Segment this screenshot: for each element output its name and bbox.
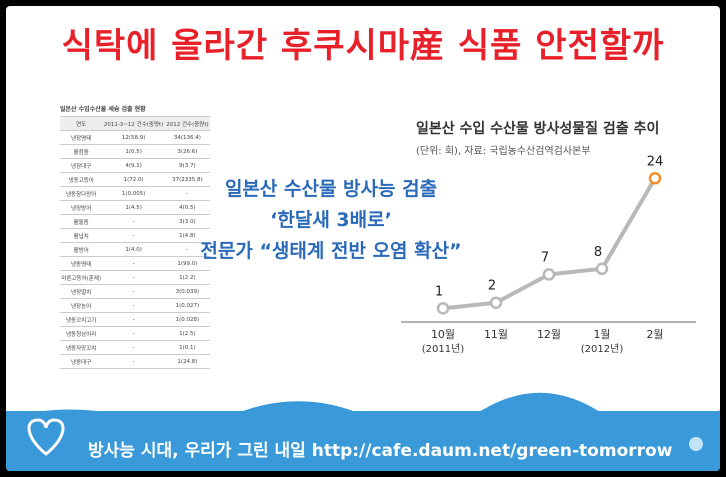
x-tick-label: 12월 xyxy=(537,328,561,341)
card: 식탁에 올라간 후쿠시마産 식품 안전할까 일본산 수입수산물 세슘 검출 현황… xyxy=(6,6,720,471)
table-row: 냉동대구 -1(24.8) xyxy=(60,354,210,369)
table-row: 냉장멸치 -3(0.039) xyxy=(60,284,210,299)
table-row: 마른고등어(훈제) -1(2.2) xyxy=(60,270,210,285)
table-row: 냉동참다랑어 1(0.005) - xyxy=(60,186,210,201)
table-row: 활넙치 -1(4.8) xyxy=(60,228,210,243)
point xyxy=(542,268,556,281)
headline: 일본산 수산물 방사능 검출 ‘한달새 3배로’ 전문가 “생태계 전반 오염 … xyxy=(186,174,476,267)
table: 연도 2011-3~12 건수(중량t) 2012 건수(중량t) 냉장명태 12(58… xyxy=(60,116,210,369)
x-tick-label: 1월 xyxy=(593,328,610,341)
point xyxy=(436,302,450,315)
splash xyxy=(6,392,720,436)
table-row: 냉장대구 4(9.1) 9(3.7) xyxy=(60,158,210,173)
table-row: 냉장명태 12(58.9) 34(136.4) xyxy=(60,130,210,145)
chart-subtitle: (단위: 회), 자료: 국립농수산검역검사본부 xyxy=(416,144,590,157)
headline-line: 일본산 수산물 방사능 검출 xyxy=(224,178,438,200)
x-tick-sublabel: (2012년) xyxy=(581,343,624,355)
table-block: 일본산 수입수산물 세슘 검출 현황 연도 2011-3~12 건수(중량t) 20… xyxy=(60,104,210,369)
table-title: 일본산 수입수산물 세슘 검출 현황 xyxy=(60,106,146,113)
data-label: 8 xyxy=(594,245,602,260)
x-tick-sublabel: (2011년) xyxy=(422,343,465,355)
title: 식탁에 올라간 후쿠시마産 식품 안전할까 xyxy=(61,26,665,66)
data-label: 2 xyxy=(488,279,496,294)
chart: 일본산 수입 수산물 방사성물질 검출 추이 (단위: 회), 자료: 국립농수… xyxy=(6,120,720,456)
point xyxy=(489,296,503,309)
table-row: 냉동명태 -1(99.0) xyxy=(60,256,210,271)
table-row: 냉장방어 1(4.5) 4(0.5) xyxy=(60,200,210,215)
table-header-cell: 2012 건수(중량t) xyxy=(164,116,210,131)
table-cell: 1(24.8) xyxy=(164,354,210,369)
data-label: 1 xyxy=(435,284,443,299)
x-tick-label: 2월 xyxy=(646,328,663,341)
point xyxy=(648,172,662,185)
data-label: 7 xyxy=(541,250,549,265)
footer-text: 방사능 시대, 우리가 그린 내일 http://cafe.daum.net/g… xyxy=(88,441,673,461)
x-tick-label: 10월 xyxy=(431,328,455,341)
data-label: 24 xyxy=(647,154,664,169)
heart-icon xyxy=(27,418,65,456)
table-cell: - xyxy=(102,354,165,369)
chart-title: 일본산 수입 수산물 방사성물질 검출 추이 xyxy=(416,120,659,137)
globe-icon xyxy=(689,437,703,451)
table-header-row: 연도 2011-3~12 건수(중량t) 2012 건수(중량t) xyxy=(60,116,210,131)
table-cell: 냉동대구 xyxy=(60,354,103,369)
point xyxy=(595,262,609,276)
table-row: 냉장농어 -1(0.027) xyxy=(60,298,210,313)
headline-line: 전문가 “생태계 전반 오염 확산” xyxy=(200,240,462,262)
headline-line: ‘한달새 3배로’ xyxy=(270,209,392,231)
x-tick-label: 11월 xyxy=(484,328,508,341)
